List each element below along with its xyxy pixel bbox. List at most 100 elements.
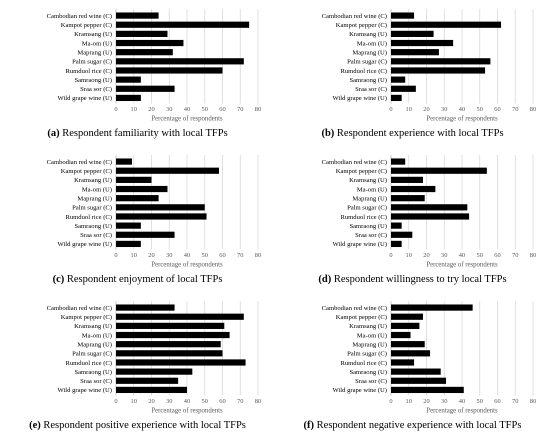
- bar: [391, 359, 415, 366]
- category-label: Kampot pepper (C): [336, 22, 387, 29]
- bar: [116, 85, 175, 92]
- category-label: Kramsang (U): [74, 31, 112, 38]
- x-tick-label: 10: [131, 252, 137, 259]
- x-tick-label: 30: [166, 106, 172, 113]
- category-label: Palm sugar (C): [72, 205, 112, 212]
- category-label: Rumduol rice (C): [65, 214, 112, 221]
- bar: [391, 377, 447, 384]
- panel-caption: (d) Respondent willingness to try local …: [275, 274, 550, 285]
- x-tick-label: 80: [530, 252, 536, 259]
- x-tick-label: 80: [530, 398, 536, 405]
- x-tick-label: 30: [441, 252, 447, 259]
- category-label: Wild grape wine (U): [58, 241, 112, 248]
- bar: [116, 204, 205, 211]
- chart-svg: Cambodian red wine (C) Kampot pepper (C) K…: [47, 9, 261, 123]
- bar: [391, 240, 402, 248]
- x-tick-label: 30: [441, 398, 447, 405]
- x-tick-label: 30: [166, 398, 172, 405]
- x-tick-label: 80: [530, 106, 536, 113]
- x-tick-label: 0: [114, 252, 117, 259]
- chart-panel-b: Cambodian red wine (C) Kampot pepper (C) K…: [275, 0, 550, 146]
- bar: [391, 39, 454, 47]
- category-label: Rumduol rice (C): [65, 360, 112, 367]
- bar: [116, 359, 246, 366]
- bar: [391, 185, 436, 193]
- bar: [391, 222, 402, 229]
- bar: [116, 158, 132, 165]
- category-label: Cambodian red wine (C): [322, 13, 387, 20]
- bar: [116, 368, 193, 375]
- panel-caption-text: Respondent negative experience with loca…: [314, 420, 522, 431]
- x-tick-label: 80: [255, 398, 261, 405]
- x-axis-title: Percentage of respondents: [426, 408, 498, 415]
- bar: [116, 185, 168, 193]
- category-label: Sraa sor (C): [355, 378, 387, 385]
- x-tick-label: 20: [148, 252, 154, 259]
- x-tick-label: 40: [459, 252, 465, 259]
- bar: [391, 21, 502, 28]
- category-label: Samraong (U): [74, 77, 112, 84]
- x-tick-label: 70: [237, 398, 243, 405]
- panel-caption: (f) Respondent negative experience with …: [275, 420, 550, 431]
- x-tick-label: 70: [237, 252, 243, 259]
- category-label: Palm sugar (C): [347, 205, 387, 212]
- bar: [116, 377, 179, 384]
- chart-svg: Cambodian red wine (C) Kampot pepper (C) K…: [47, 301, 261, 415]
- category-label: Kramsang (U): [74, 323, 112, 330]
- x-tick-label: 20: [423, 106, 429, 113]
- x-tick-label: 10: [131, 398, 137, 405]
- category-label: Palm sugar (C): [347, 59, 387, 66]
- category-label: Maprang (U): [77, 341, 112, 348]
- bar: [116, 313, 244, 320]
- category-label: Ma-om (U): [82, 332, 112, 339]
- x-tick-label: 50: [202, 106, 208, 113]
- bar: [391, 322, 420, 329]
- bar: [391, 313, 423, 320]
- x-axis-title: Percentage of respondents: [151, 408, 223, 415]
- category-label: Ma-om (U): [82, 40, 112, 47]
- bar: [391, 49, 439, 56]
- category-label: Kramsang (U): [349, 323, 387, 330]
- bar: [116, 222, 141, 229]
- category-label: Rumduol rice (C): [65, 68, 112, 75]
- chart-svg: Cambodian red wine (C) Kampot pepper (C) K…: [47, 155, 261, 269]
- x-tick-label: 10: [406, 252, 412, 259]
- x-tick-label: 0: [389, 106, 392, 113]
- category-label: Wild grape wine (U): [333, 387, 387, 394]
- panel-label: (b): [321, 128, 335, 139]
- chart-panel-a: Cambodian red wine (C) Kampot pepper (C) K…: [0, 0, 275, 146]
- bar: [391, 85, 416, 92]
- bar: [116, 386, 187, 394]
- bar: [391, 76, 406, 83]
- chart-panel-d: Cambodian red wine (C) Kampot pepper (C) K…: [275, 146, 550, 292]
- panel-label: (e): [29, 420, 41, 431]
- category-label: Ma-om (U): [357, 40, 387, 47]
- bar: [391, 158, 406, 165]
- category-label: Kampot pepper (C): [61, 22, 112, 29]
- category-label: Kramsang (U): [349, 31, 387, 38]
- x-tick-label: 50: [202, 398, 208, 405]
- x-tick-label: 60: [219, 398, 225, 405]
- panel-caption-text: Respondent willingness to try local TFPs: [331, 274, 507, 285]
- bar: [391, 204, 468, 211]
- bar: [391, 213, 470, 220]
- panel-caption: (c) Respondent enjoyment of local TFPs: [0, 274, 275, 285]
- bar: [116, 240, 141, 248]
- category-label: Kampot pepper (C): [336, 168, 387, 175]
- category-label: Sraa sor (C): [355, 232, 387, 239]
- x-tick-label: 0: [114, 398, 117, 405]
- category-label: Maprang (U): [352, 195, 387, 202]
- x-tick-label: 40: [184, 252, 190, 259]
- bar: [116, 49, 173, 56]
- x-tick-label: 80: [255, 106, 261, 113]
- x-tick-label: 0: [114, 106, 117, 113]
- x-tick-label: 80: [255, 252, 261, 259]
- panel-caption-text: Respondent enjoyment of local TFPs: [64, 274, 223, 285]
- panel-label: (a): [47, 128, 60, 139]
- bar: [391, 331, 411, 339]
- category-label: Samraong (U): [74, 223, 112, 230]
- x-tick-label: 60: [494, 106, 500, 113]
- category-label: Kampot pepper (C): [61, 314, 112, 321]
- x-tick-label: 20: [148, 106, 154, 113]
- bar: [116, 176, 152, 183]
